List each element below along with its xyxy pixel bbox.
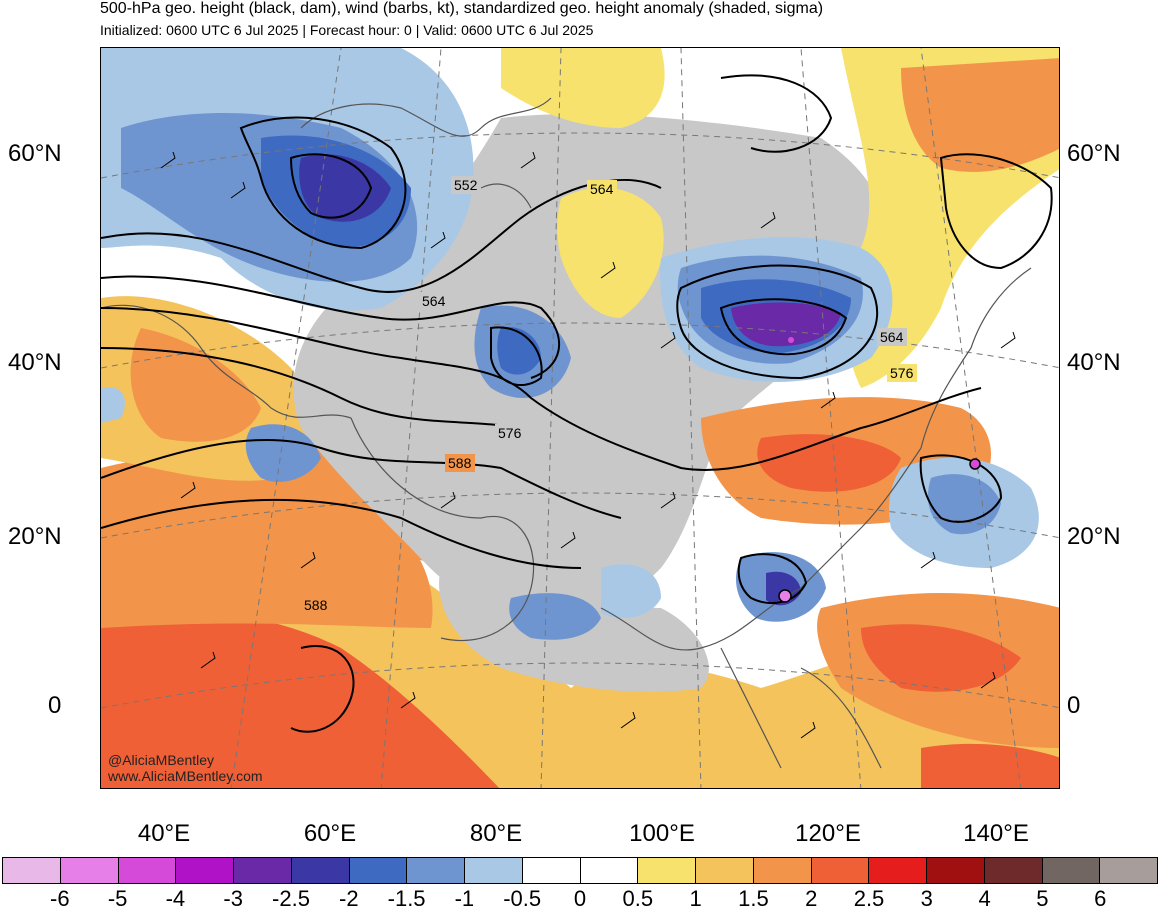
colorbar-swatch <box>927 858 985 883</box>
colorbar-tick-label: -3 <box>223 886 243 911</box>
colorbar-swatch <box>1100 858 1157 883</box>
contour-label: 576 <box>890 365 914 381</box>
colorbar-swatch <box>696 858 754 883</box>
colorbar-tick-label: -1 <box>454 886 475 911</box>
colorbar-swatch <box>234 858 292 883</box>
contour-label: 564 <box>422 293 446 309</box>
colorbar-tick-label: 4 <box>978 886 991 911</box>
positive-anomaly-south-strong <box>101 608 500 788</box>
colorbar <box>2 857 1158 884</box>
lat-label-60n-right: 60°N <box>1067 140 1121 167</box>
lat-label-20n-left: 20°N <box>8 523 62 550</box>
colorbar-swatch <box>291 858 350 883</box>
colorbar-tick-label: 6 <box>1094 886 1107 911</box>
colorbar-swatch <box>984 858 1043 883</box>
colorbar-tick-label: 2 <box>805 886 818 911</box>
colorbar-swatch <box>522 858 581 883</box>
colorbar-tick-label: -4 <box>165 886 186 911</box>
contour-label: 588 <box>448 455 472 471</box>
lat-label-0-right: 0 <box>1067 692 1081 719</box>
colorbar-swatch <box>118 858 177 883</box>
colorbar-swatch <box>580 858 639 883</box>
lat-label-40n-right: 40°N <box>1067 349 1121 376</box>
colorbar-swatch <box>60 858 119 883</box>
lon-label-140e: 140°E <box>963 820 1029 847</box>
colorbar-swatch <box>638 858 696 883</box>
colorbar-tick-label: -0.5 <box>503 886 542 911</box>
colorbar-tick-label: 1 <box>689 886 702 911</box>
contour-label: 588 <box>304 597 328 613</box>
typhoon-center <box>778 589 792 603</box>
colorbar-swatch <box>1042 858 1101 883</box>
lon-label-40e: 40°E <box>137 820 191 847</box>
weather-map: 552 564 564 564 576 576 588 588 <box>100 47 1060 789</box>
coastlines <box>101 97 1032 769</box>
colorbar-tick-label: 0 <box>573 886 587 911</box>
low-center-east <box>969 458 981 470</box>
lat-label-60n-left: 60°N <box>8 140 62 167</box>
negative-anomaly-caspian <box>245 424 321 482</box>
contour-label: 564 <box>590 181 614 197</box>
lon-label-100e: 100°E <box>629 820 695 847</box>
colorbar-swatch <box>407 858 465 883</box>
lon-label-80e: 80°E <box>469 820 523 847</box>
colorbar-tick-label: 0.5 <box>622 886 654 911</box>
colorbar-swatch <box>3 858 61 883</box>
colorbar-tick-label: 2.5 <box>853 886 885 911</box>
colorbar-swatch <box>349 858 408 883</box>
low-center-mongolia <box>788 337 794 343</box>
lat-label-20n-right: 20°N <box>1067 523 1121 550</box>
colorbar-tick-label: -5 <box>107 886 128 911</box>
map-title: 500-hPa geo. height (black, dam), wind (… <box>100 0 824 17</box>
credit-site: www.AliciaMBentley.com <box>108 768 263 784</box>
map-subtitle: Initialized: 0600 UTC 6 Jul 2025 | Forec… <box>100 22 594 38</box>
colorbar-tick-label: -2.5 <box>272 886 310 911</box>
lon-label-60e: 60°E <box>303 820 357 847</box>
colorbar-tick-label: 3 <box>920 886 933 911</box>
contour-label: 552 <box>454 177 478 193</box>
colorbar-tick-label: 1.5 <box>738 886 769 911</box>
lat-label-40n-left: 40°N <box>8 349 62 376</box>
lat-label-0-left: 0 <box>48 692 62 719</box>
graticule <box>101 48 1059 788</box>
contour-labels: 552 564 564 564 576 576 588 588 <box>301 176 917 614</box>
colorbar-swatch <box>811 858 870 883</box>
lon-label-120e: 120°E <box>795 820 861 847</box>
anomaly-shading <box>101 48 1059 788</box>
colorbar-swatch <box>176 858 234 883</box>
colorbar-tick-label: 5 <box>1036 886 1049 911</box>
wind-barbs <box>160 151 1016 739</box>
contour-label: 564 <box>880 329 904 345</box>
colorbar-tick-label: -1.5 <box>387 886 426 911</box>
colorbar-swatch <box>753 858 812 883</box>
colorbar-tick-label: -2 <box>339 886 359 911</box>
credit-handle: @AliciaMBentley <box>108 752 215 768</box>
colorbar-swatch <box>869 858 927 883</box>
colorbar-swatch <box>465 858 523 883</box>
contour-label: 576 <box>498 425 522 441</box>
colorbar-tick-label: -6 <box>50 886 70 911</box>
